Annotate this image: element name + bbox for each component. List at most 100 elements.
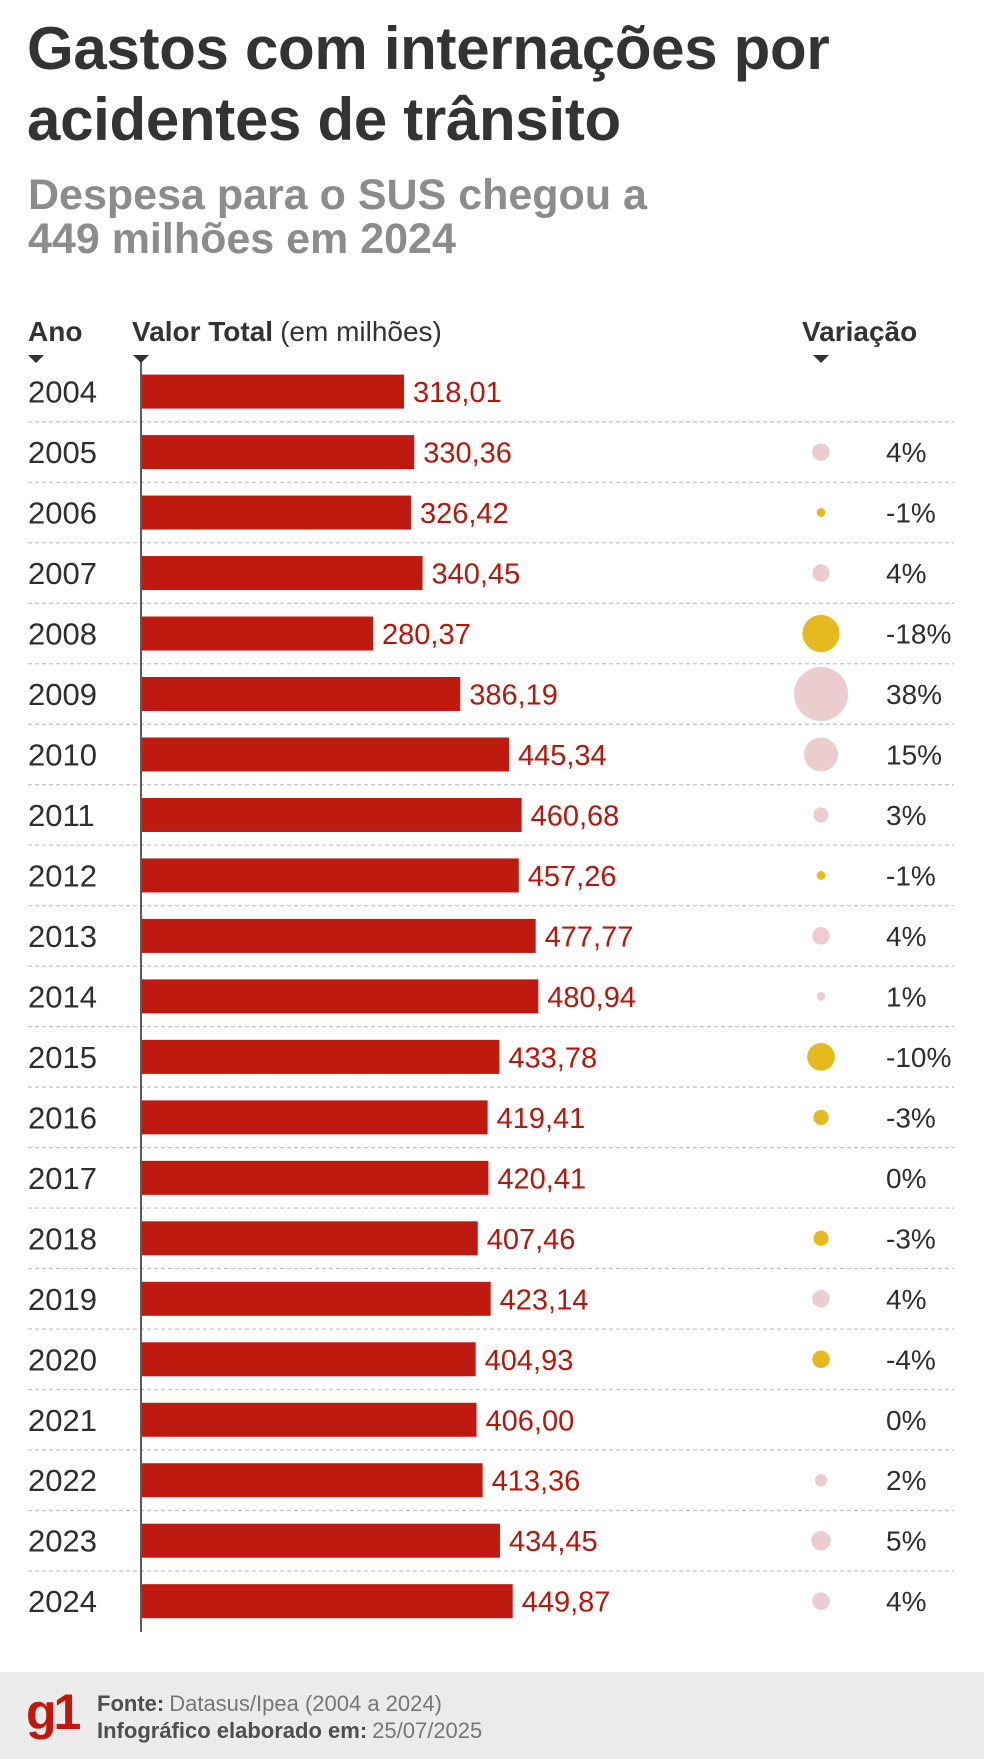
bar — [142, 1221, 478, 1256]
value-label: 433,78 — [508, 1042, 597, 1074]
year-label: 2010 — [28, 737, 97, 772]
value-label: 434,45 — [509, 1526, 598, 1558]
variation-bubble-positive — [812, 1290, 830, 1308]
variation-label: 38% — [886, 679, 942, 710]
variation-bubble-positive — [811, 1530, 831, 1551]
footer-source-label: Fonte: — [97, 1691, 165, 1716]
variation-bubble-negative — [816, 508, 826, 517]
bar — [142, 737, 509, 772]
column-header-value-title: Valor Total — [132, 316, 274, 347]
chart-title-line-2: acidentes de trânsito — [27, 86, 621, 153]
variation-bubble-positive — [812, 927, 830, 945]
year-label: 2013 — [28, 919, 97, 954]
year-label: 2014 — [28, 979, 97, 1014]
variation-label: -3% — [886, 1223, 936, 1254]
value-label: 445,34 — [518, 740, 607, 772]
variation-label: 4% — [886, 1284, 926, 1315]
bar — [142, 1039, 500, 1074]
year-label: 2016 — [28, 1100, 97, 1135]
variation-bubble-positive — [816, 992, 826, 1001]
year-label: 2004 — [28, 375, 97, 410]
variation-label: -1% — [886, 860, 936, 891]
value-label: 457,26 — [528, 861, 617, 893]
variation-column-triangle-icon — [813, 355, 829, 363]
year-label: 2021 — [28, 1403, 97, 1438]
chart-subtitle: Despesa para o SUS chegou a 449 milhões … — [28, 173, 647, 261]
year-label: 2009 — [28, 677, 97, 712]
year-label: 2006 — [28, 496, 97, 531]
value-label: 419,41 — [497, 1103, 586, 1135]
variation-label: 1% — [886, 981, 926, 1012]
value-label: 420,41 — [497, 1163, 586, 1195]
footer-date-label: Infográfico elaborado em: — [97, 1718, 368, 1743]
bar — [142, 979, 539, 1014]
value-label: 480,94 — [547, 982, 636, 1014]
variation-bubble-negative — [812, 1350, 830, 1369]
value-label: 460,68 — [531, 800, 620, 832]
variation-bubble-positive — [793, 666, 849, 722]
variation-label: -18% — [886, 619, 951, 650]
bar — [142, 1281, 491, 1316]
year-column-triangle-icon — [28, 355, 44, 363]
year-label: 2017 — [28, 1161, 97, 1196]
variation-bubble-positive — [812, 443, 830, 461]
variation-label: -4% — [886, 1344, 936, 1375]
value-label: 404,93 — [485, 1345, 574, 1377]
bar — [142, 1584, 513, 1619]
year-label: 2019 — [28, 1282, 97, 1317]
value-label: 330,36 — [423, 438, 512, 470]
g1-logo: g1 — [26, 1684, 81, 1740]
variation-label: 5% — [886, 1526, 926, 1557]
variation-label: 3% — [886, 800, 926, 831]
variation-bubble-positive — [813, 807, 829, 823]
value-label: 318,01 — [413, 377, 502, 409]
year-label: 2015 — [28, 1040, 97, 1075]
value-label: 449,87 — [522, 1587, 611, 1619]
value-label: 406,00 — [486, 1405, 575, 1437]
column-header-value-unit: (em milhões) — [280, 316, 442, 347]
column-header-year: Ano — [28, 316, 83, 347]
variation-bubble-positive — [814, 1474, 828, 1487]
variation-bubble-positive — [812, 564, 830, 582]
variation-bubble-negative — [802, 614, 840, 653]
footer-date-value: 25/07/2025 — [372, 1718, 483, 1743]
value-label: 340,45 — [432, 559, 521, 591]
bar — [142, 374, 405, 409]
value-label: 386,19 — [469, 680, 558, 712]
variation-bubble-positive — [804, 737, 838, 772]
year-label: 2018 — [28, 1221, 97, 1256]
variation-label: 4% — [886, 921, 926, 952]
value-label: 423,14 — [500, 1284, 589, 1316]
variation-bubble-negative — [813, 1109, 829, 1125]
value-label: 326,42 — [420, 498, 509, 530]
year-label: 2022 — [28, 1463, 97, 1498]
bar — [142, 1463, 483, 1498]
year-label: 2008 — [28, 617, 97, 652]
variation-label: -3% — [886, 1102, 936, 1133]
bar — [142, 858, 519, 893]
variation-bubble-negative — [813, 1230, 829, 1246]
bar — [142, 1160, 489, 1195]
bar — [142, 556, 423, 591]
variation-label: 4% — [886, 437, 926, 468]
value-label: 280,37 — [382, 619, 471, 651]
chart-title-line-1: Gastos com internações por — [27, 15, 830, 82]
bar — [142, 797, 522, 832]
year-label: 2011 — [28, 798, 95, 833]
variation-label: 4% — [886, 558, 926, 589]
variation-label: 0% — [886, 1163, 926, 1194]
variation-label: 4% — [886, 1586, 926, 1617]
bar — [142, 918, 536, 953]
chart-subtitle-line-1: Despesa para o SUS chegou a — [28, 171, 647, 219]
bar — [142, 1100, 488, 1135]
footer-source-value: Datasus/Ipea (2004 a 2024) — [169, 1691, 442, 1716]
bar — [142, 616, 374, 651]
footer-source: Fonte: Datasus/Ipea (2004 a 2024) — [97, 1690, 442, 1717]
column-header-value: Valor Total (em milhões) — [132, 316, 442, 348]
column-header-variation: Variação — [802, 316, 918, 347]
bar-chart: 2004 318,01 2005 330,36 4% 2006 326,42 -1% 2007 3… — [28, 357, 954, 1632]
variation-label: 0% — [886, 1405, 926, 1436]
bar — [142, 435, 415, 470]
variation-label: -1% — [886, 498, 936, 529]
variation-bubble-positive — [812, 1592, 830, 1610]
